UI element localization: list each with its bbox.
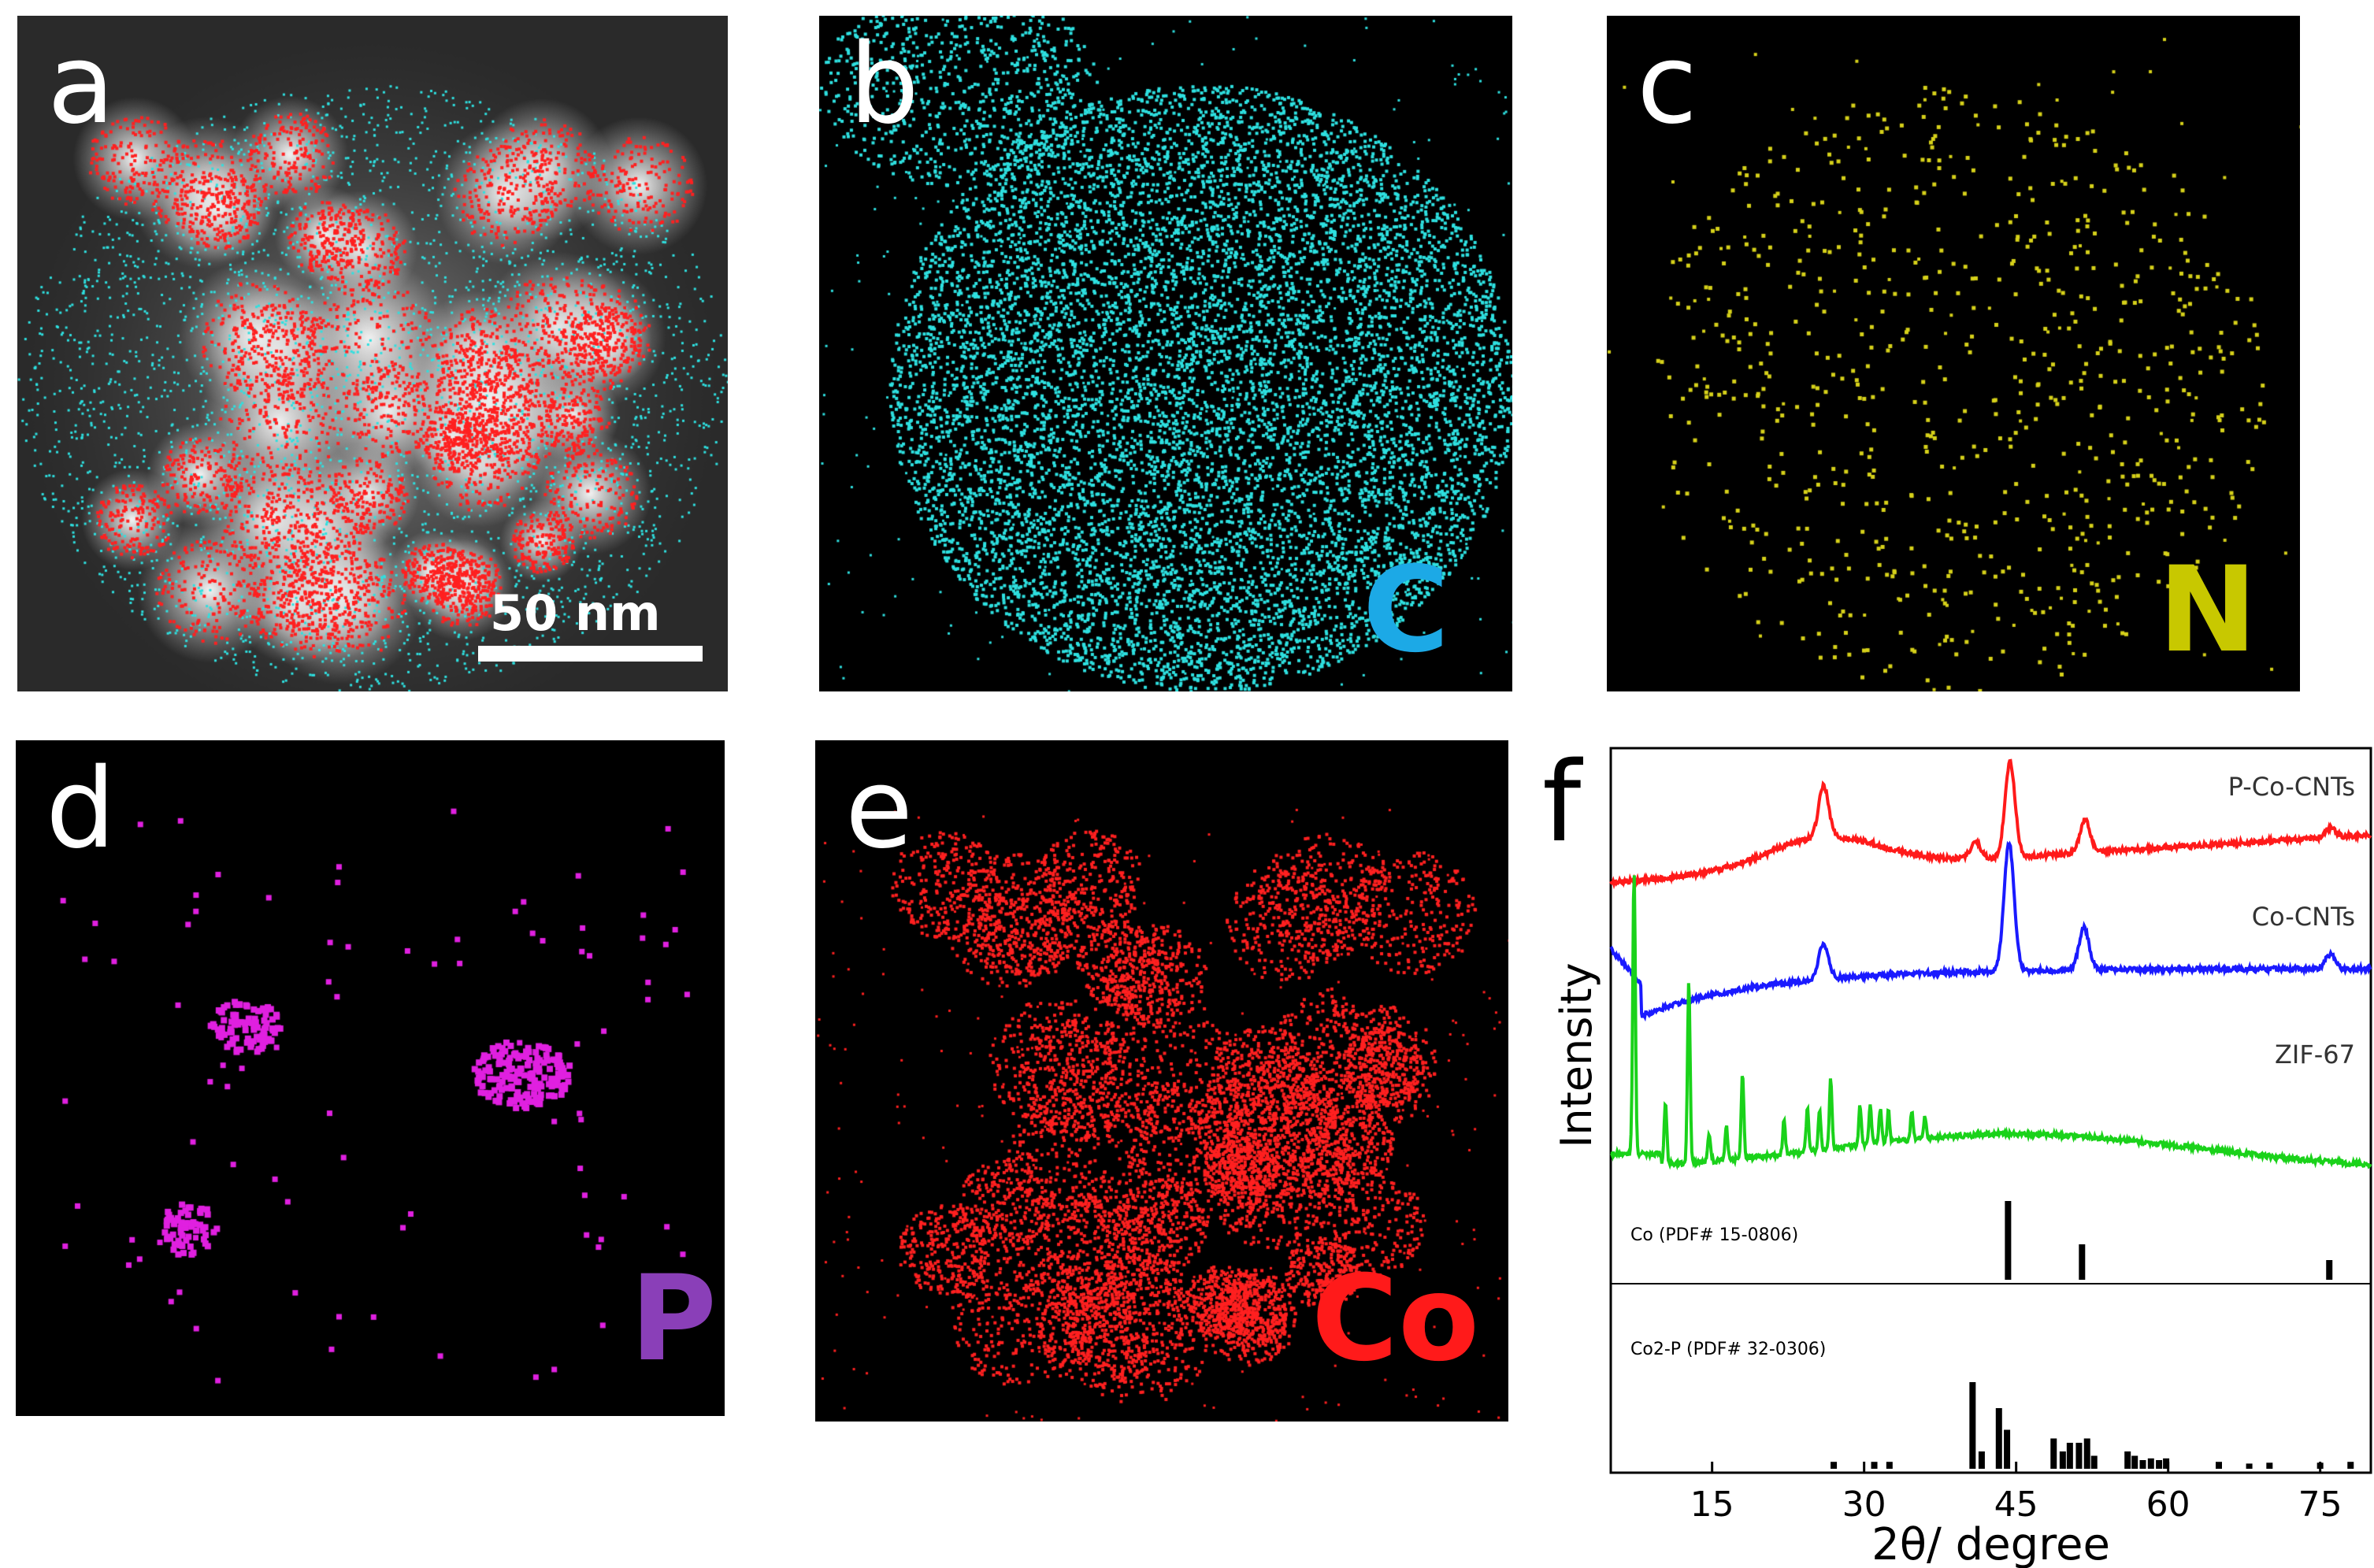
element-label-n: N bbox=[2158, 542, 2257, 679]
panel-label-e: e bbox=[845, 745, 914, 873]
reference-stick-1-16 bbox=[1831, 1462, 1838, 1469]
reference-label-1: Co2-P (PDF# 32-0306) bbox=[1630, 1340, 1826, 1359]
reference-stick-1-15 bbox=[2163, 1458, 2170, 1469]
element-label-p: P bbox=[630, 1251, 717, 1388]
reference-stick-1-13 bbox=[2147, 1458, 2154, 1469]
reference-stick-1-17 bbox=[1871, 1462, 1878, 1469]
x-tick-label-60: 60 bbox=[2146, 1485, 2190, 1525]
x-tick-label-75: 75 bbox=[2298, 1485, 2342, 1525]
reference-stick-1-19 bbox=[2216, 1462, 2222, 1469]
reference-stick-1-1 bbox=[1978, 1451, 1985, 1469]
panel-label-c: c bbox=[1637, 20, 1697, 149]
panel-c-nitrogen-map: c N bbox=[1607, 16, 2300, 691]
reference-stick-0-2 bbox=[2326, 1260, 2333, 1280]
reference-stick-1-2 bbox=[1995, 1408, 2002, 1469]
panel-a-overlay-map: a 50 nm bbox=[17, 16, 728, 691]
panel-d-phosphorus-map: d P bbox=[16, 740, 725, 1416]
reference-stick-1-12 bbox=[2139, 1460, 2146, 1469]
x-tick-label-30: 30 bbox=[1842, 1485, 1886, 1525]
series-label-2: ZIF-67 bbox=[2275, 1040, 2355, 1069]
element-label-co: Co bbox=[1311, 1251, 1480, 1388]
reference-stick-1-14 bbox=[2156, 1460, 2163, 1469]
phosphorus-map-image bbox=[16, 740, 725, 1416]
reference-stick-1-20 bbox=[2246, 1463, 2253, 1469]
overlay-map-image bbox=[17, 16, 728, 691]
reference-stick-1-0 bbox=[1969, 1382, 1976, 1469]
reference-stick-1-7 bbox=[2075, 1443, 2083, 1469]
panel-label-f: f bbox=[1542, 739, 1582, 867]
reference-stick-1-11 bbox=[2131, 1455, 2138, 1469]
series-label-1: Co-CNTs bbox=[2252, 902, 2355, 932]
panel-label-d: d bbox=[46, 745, 116, 873]
scale-bar-label: 50 nm bbox=[490, 584, 661, 642]
plot-frame bbox=[1609, 747, 2372, 1474]
reference-stick-1-5 bbox=[2059, 1451, 2066, 1469]
series-label-0: P-Co-CNTs bbox=[2228, 772, 2355, 802]
reference-label-0: Co (PDF# 15-0806) bbox=[1630, 1225, 1798, 1245]
reference-stick-1-23 bbox=[2347, 1462, 2354, 1469]
series-line-0 bbox=[1609, 758, 2372, 890]
reference-stick-0-1 bbox=[2079, 1244, 2086, 1280]
xrd-chart-svg: 15 30 45 60 75 2θ/ degree Intensity P-Co-CNTs Co… bbox=[1552, 747, 2372, 1568]
y-axis-label: Intensity bbox=[1552, 962, 1601, 1147]
panel-label-b: b bbox=[849, 20, 919, 149]
panel-e-cobalt-map: e Co bbox=[815, 740, 1508, 1422]
x-tick-label-15: 15 bbox=[1690, 1485, 1734, 1525]
panel-label-a: a bbox=[47, 20, 115, 149]
reference-stick-1-18 bbox=[1886, 1462, 1893, 1469]
reference-stick-1-9 bbox=[2090, 1455, 2098, 1469]
reference-stick-1-21 bbox=[2266, 1462, 2273, 1469]
x-axis-label: 2θ/ degree bbox=[1871, 1519, 2110, 1568]
x-tick-label-45: 45 bbox=[1994, 1485, 2038, 1525]
reference-stick-1-10 bbox=[2124, 1451, 2131, 1469]
panel-b-carbon-map: b C bbox=[819, 16, 1512, 691]
series-line-1 bbox=[1609, 840, 2372, 1022]
nitrogen-map-image bbox=[1607, 16, 2300, 691]
reference-stick-1-8 bbox=[2083, 1438, 2090, 1469]
scale-bar bbox=[478, 646, 703, 662]
panel-f-xrd-chart: 15 30 45 60 75 2θ/ degree Intensity P-Co-CNTs Co… bbox=[1536, 732, 2374, 1568]
cobalt-map-image bbox=[815, 740, 1508, 1422]
reference-stick-1-4 bbox=[2050, 1438, 2057, 1469]
reference-stick-1-3 bbox=[2004, 1429, 2011, 1469]
series-line-2 bbox=[1610, 875, 2372, 1171]
element-label-c: C bbox=[1363, 542, 1450, 679]
carbon-map-image bbox=[819, 16, 1512, 691]
reference-stick-1-6 bbox=[2066, 1443, 2073, 1469]
reference-stick-1-22 bbox=[2317, 1462, 2324, 1469]
reference-stick-0-0 bbox=[2005, 1201, 2012, 1280]
